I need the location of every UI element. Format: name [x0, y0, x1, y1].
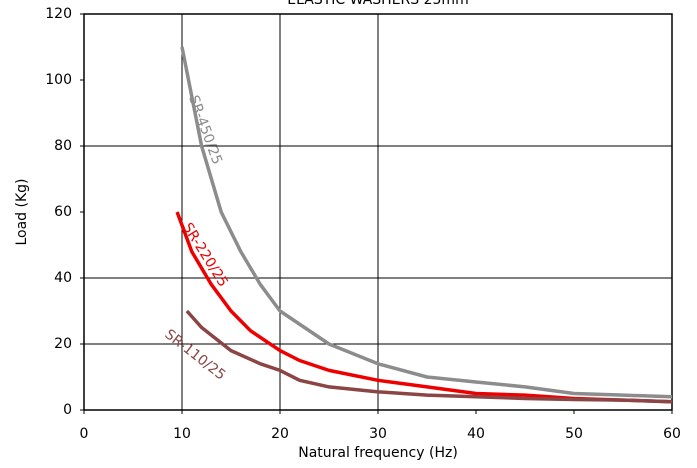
- y-tick-label: 120: [45, 6, 72, 22]
- line-series: [180, 46, 673, 399]
- x-tick-label: 40: [467, 426, 485, 442]
- series-label: SR-220/25: [179, 220, 231, 290]
- x-tick-label: 30: [369, 426, 387, 442]
- line-series: [185, 309, 673, 404]
- y-axis-label: Load (Kg): [14, 178, 30, 245]
- x-axis-label: Natural frequency (Hz): [298, 445, 458, 461]
- y-tick-label: 0: [63, 402, 72, 418]
- x-tick-label: 20: [271, 426, 289, 442]
- line-series: [175, 211, 673, 404]
- chart-title: ELASTIC WASHERS 25mm: [287, 0, 468, 8]
- y-tick-label: 20: [54, 336, 72, 352]
- y-tick-label: 100: [45, 72, 72, 88]
- x-tick-label: 0: [80, 426, 89, 442]
- y-tick-label: 60: [54, 204, 72, 220]
- x-tick-label: 60: [663, 426, 681, 442]
- y-tick-label: 80: [54, 138, 72, 154]
- x-tick-label: 50: [565, 426, 583, 442]
- x-tick-label: 10: [173, 426, 191, 442]
- series-label: SR-110/25: [162, 326, 229, 383]
- y-tick-label: 40: [54, 270, 72, 286]
